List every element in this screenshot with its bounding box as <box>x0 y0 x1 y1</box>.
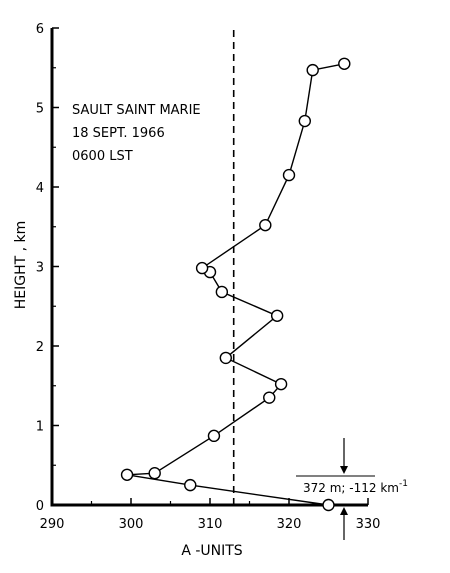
data-point <box>306 63 319 77</box>
annotation-line-1: SAULT SAINT MARIE <box>72 103 201 118</box>
axes: 0 1 2 3 4 5 6 290 300 310 320 330 <box>36 22 381 532</box>
inset-annotation: 372 m; -112 km-1 <box>296 438 408 540</box>
y-tick-label: 5 <box>36 102 44 117</box>
y-tick-label: 0 <box>36 499 44 514</box>
markers-group <box>120 57 351 512</box>
x-tick-label: 320 <box>277 517 302 532</box>
data-point <box>148 467 161 480</box>
y-tick-label: 1 <box>36 420 44 435</box>
data-point <box>184 478 197 492</box>
x-axis-label: A -UNITS <box>181 543 242 559</box>
y-tick-label: 2 <box>36 340 44 355</box>
data-point <box>263 391 276 404</box>
annotation-line-2: 18 SEPT. 1966 <box>72 126 165 141</box>
data-point <box>219 351 233 365</box>
data-point <box>298 114 311 128</box>
data-point <box>338 57 351 70</box>
data-point <box>207 429 221 443</box>
inset-arrow-bottom-head <box>340 507 348 515</box>
data-point <box>259 218 272 232</box>
y-tick-label: 4 <box>36 181 44 196</box>
inset-label: 372 m; -112 km-1 <box>303 479 408 495</box>
data-point <box>215 285 229 299</box>
x-tick-label: 330 <box>356 517 381 532</box>
data-point <box>274 377 288 391</box>
x-tick-label: 300 <box>119 517 144 532</box>
data-point <box>120 468 134 481</box>
data-point <box>282 168 296 182</box>
data-point <box>322 498 335 512</box>
data-point <box>270 309 284 322</box>
x-tick-label: 310 <box>198 517 223 532</box>
inset-arrow-top-head <box>340 466 348 474</box>
y-tick-label: 6 <box>36 22 44 37</box>
y-tick-label: 3 <box>36 261 44 276</box>
y-axis-label: HEIGHT , km <box>13 221 29 310</box>
data-point <box>195 261 209 275</box>
x-tick-label: 290 <box>40 517 65 532</box>
annotation-line-3: 0600 LST <box>72 149 133 164</box>
